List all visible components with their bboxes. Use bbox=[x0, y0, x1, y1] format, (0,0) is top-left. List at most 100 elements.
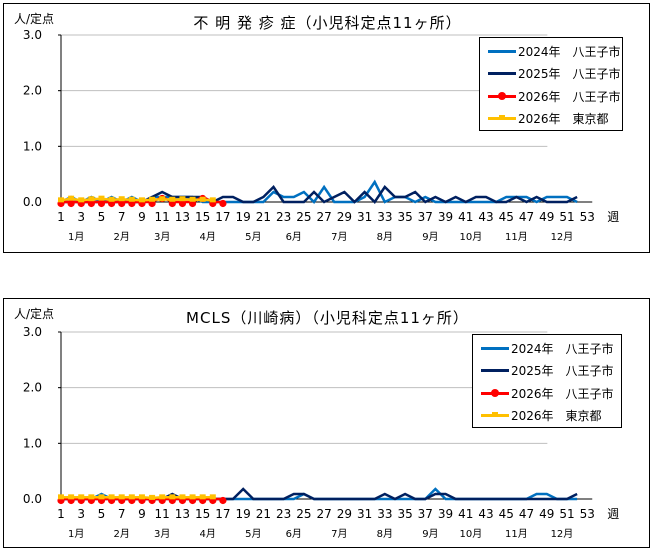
x-tick-label: 5 bbox=[98, 210, 106, 224]
legend-label: 2025年 八王子市 bbox=[511, 363, 614, 378]
chart-panel-mcls-kawasaki: 0.0 1.0 2.0 3.0 1 3 5 7 9 11 13 15 17 19 21 23 25 27 29 31 3… bbox=[3, 298, 650, 548]
x-tick-label: 51 bbox=[559, 507, 574, 521]
y-axis-unit-label: 人/定点 bbox=[14, 12, 55, 26]
month-label: 3月 bbox=[154, 528, 170, 540]
x-tick-label: 43 bbox=[478, 210, 493, 224]
x-tick-label: 31 bbox=[357, 210, 372, 224]
month-label: 6月 bbox=[286, 231, 302, 243]
month-label: 9月 bbox=[422, 231, 438, 243]
y-axis-unit-label: 人/定点 bbox=[14, 307, 55, 321]
x-tick-label: 45 bbox=[499, 210, 514, 224]
x-tick-label: 53 bbox=[580, 210, 595, 224]
x-tick-label: 47 bbox=[519, 210, 534, 224]
x-tick-label: 25 bbox=[296, 210, 311, 224]
line-chart-plot: 0.01.02.03.01 3 5 7 9 11 13 15 17 19 21 23 25 27 29 31 3… bbox=[23, 28, 619, 243]
x-tick-label: 41 bbox=[458, 210, 473, 224]
legend-item-2025-hachioji: 2025年 八王子市 bbox=[488, 65, 621, 81]
chart-panel-fumei-hasshinsho: 0.0 1.0 2.0 3.0 1 3 5 7 9 11 13 15 17 19 21 23 25 27 29 31 3… bbox=[3, 3, 650, 253]
x-tick-label: 17 bbox=[215, 210, 230, 224]
x-axis-unit-label: 週 bbox=[607, 507, 619, 521]
x-tick-label: 47 bbox=[519, 507, 534, 521]
y-tick-label: 3.0 bbox=[23, 28, 42, 42]
month-label: 12月 bbox=[551, 528, 574, 540]
x-tick-label: 21 bbox=[256, 507, 271, 521]
legend-line-circle-marker-icon bbox=[488, 88, 516, 104]
month-label: 3月 bbox=[154, 231, 170, 243]
x-tick-label: 3 bbox=[77, 507, 85, 521]
month-label: 1月 bbox=[68, 231, 84, 243]
x-tick-label: 13 bbox=[175, 507, 190, 521]
legend-label: 2026年 八王子市 bbox=[518, 89, 621, 104]
month-label: 2月 bbox=[114, 231, 130, 243]
legend-label: 2026年 八王子市 bbox=[511, 386, 614, 401]
x-tick-label: 19 bbox=[236, 210, 251, 224]
legend-item-2026-hachioji: 2026年 八王子市 bbox=[488, 88, 621, 104]
x-tick-label: 29 bbox=[337, 210, 352, 224]
legend-label: 2026年 東京都 bbox=[518, 111, 609, 126]
x-tick-label: 27 bbox=[316, 507, 331, 521]
legend-item-2024-hachioji: 2024年 八王子市 bbox=[488, 43, 621, 59]
x-tick-label: 33 bbox=[377, 210, 392, 224]
x-tick-label: 9 bbox=[138, 507, 146, 521]
month-label: 10月 bbox=[459, 528, 482, 540]
legend-item-2026-hachioji: 2026年 八王子市 bbox=[481, 385, 614, 401]
x-tick-label: 13 bbox=[175, 210, 190, 224]
x-tick-label: 11 bbox=[155, 507, 170, 521]
legend-line-circle-marker-icon bbox=[481, 385, 509, 401]
x-tick-label: 15 bbox=[195, 210, 210, 224]
legend-line-square-marker-icon bbox=[488, 110, 516, 126]
y-tick-label: 0.0 bbox=[23, 492, 42, 506]
legend-item-2024-hachioji: 2024年 八王子市 bbox=[481, 340, 614, 356]
x-tick-label: 29 bbox=[337, 507, 352, 521]
month-label: 6月 bbox=[286, 528, 302, 540]
month-label: 5月 bbox=[245, 231, 261, 243]
x-tick-label: 21 bbox=[256, 210, 271, 224]
legend-line-icon bbox=[481, 362, 509, 378]
month-label: 1月 bbox=[68, 528, 84, 540]
x-axis-unit-label: 週 bbox=[607, 210, 619, 224]
month-label: 7月 bbox=[331, 231, 347, 243]
x-tick-label: 39 bbox=[438, 507, 453, 521]
series-line bbox=[58, 494, 216, 500]
legend-item-2026-tokyo: 2026年 東京都 bbox=[481, 407, 602, 423]
month-label: 10月 bbox=[459, 231, 482, 243]
x-tick-label: 39 bbox=[438, 210, 453, 224]
x-tick-label: 5 bbox=[98, 507, 106, 521]
y-tick-label: 1.0 bbox=[23, 436, 42, 450]
chart-title: 不 明 発 疹 症（小児科定点11ヶ所） bbox=[193, 14, 462, 32]
chart-legend: 2024年 八王子市 2025年 八王子市 2026年 八王子市 2026年 東… bbox=[472, 334, 622, 428]
x-tick-label: 53 bbox=[580, 507, 595, 521]
y-tick-label: 2.0 bbox=[23, 381, 42, 395]
month-label: 11月 bbox=[505, 231, 528, 243]
x-tick-label: 35 bbox=[397, 507, 412, 521]
x-tick-label: 37 bbox=[418, 210, 433, 224]
x-tick-label: 49 bbox=[539, 210, 554, 224]
legend-label: 2024年 八王子市 bbox=[511, 341, 614, 356]
month-label: 4月 bbox=[200, 231, 216, 243]
x-tick-label: 15 bbox=[195, 507, 210, 521]
x-tick-label: 7 bbox=[118, 507, 126, 521]
x-tick-label: 23 bbox=[276, 507, 291, 521]
x-tick-label: 37 bbox=[418, 507, 433, 521]
month-label: 2月 bbox=[114, 528, 130, 540]
legend-label: 2025年 八王子市 bbox=[518, 66, 621, 81]
legend-item-2025-hachioji: 2025年 八王子市 bbox=[481, 362, 614, 378]
series-line bbox=[58, 195, 216, 203]
chart-title: MCLS（川崎病）（小児科定点11ヶ所） bbox=[186, 309, 469, 327]
x-tick-label: 3 bbox=[77, 210, 85, 224]
line-chart-plot: 0.01.02.03.01 3 5 7 9 11 13 15 17 19 21 23 25 27 29 31 3… bbox=[23, 325, 619, 540]
y-tick-label: 0.0 bbox=[23, 195, 42, 209]
x-tick-label: 19 bbox=[236, 507, 251, 521]
x-tick-label: 7 bbox=[118, 210, 126, 224]
legend-label: 2026年 東京都 bbox=[511, 408, 602, 423]
month-label: 9月 bbox=[422, 528, 438, 540]
month-label: 12月 bbox=[551, 231, 574, 243]
month-label: 4月 bbox=[200, 528, 216, 540]
y-tick-label: 2.0 bbox=[23, 84, 42, 98]
x-tick-label: 51 bbox=[559, 210, 574, 224]
x-tick-label: 27 bbox=[316, 210, 331, 224]
legend-line-square-marker-icon bbox=[481, 407, 509, 423]
y-tick-label: 1.0 bbox=[23, 139, 42, 153]
y-tick-label: 3.0 bbox=[23, 325, 42, 339]
x-tick-label: 49 bbox=[539, 507, 554, 521]
